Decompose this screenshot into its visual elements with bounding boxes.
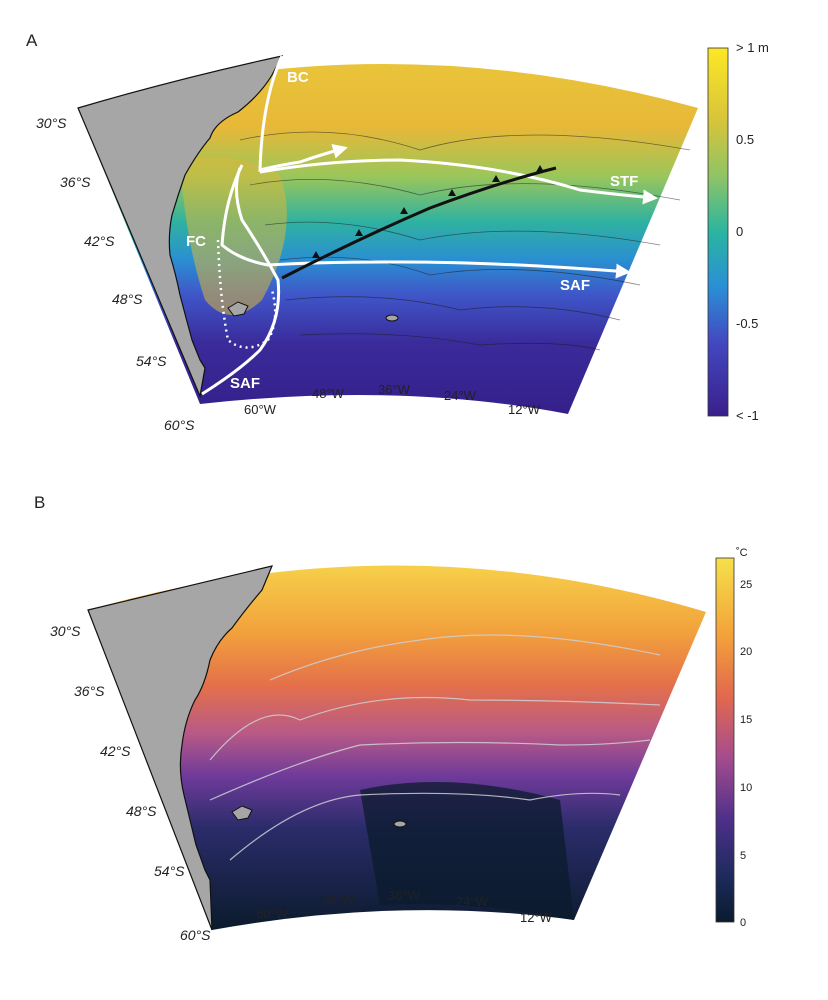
panel-a-cbar-tick-0: 0 bbox=[736, 224, 743, 239]
panel-a-lon-24: 24°W bbox=[444, 388, 477, 403]
panel-b-lat-36: 36°S bbox=[74, 683, 105, 699]
panel-a-fronts bbox=[201, 55, 658, 396]
panel-a-cbar-tick-max: > 1 m bbox=[736, 40, 769, 55]
panel-a-lat-48: 48°S bbox=[112, 291, 143, 307]
panel-b-cbar-tick-20: 20 bbox=[740, 646, 752, 658]
panel-a-colorbar bbox=[707, 47, 729, 417]
panel-b-cbar-tick-15: 15 bbox=[740, 714, 752, 726]
panel-b-cbar-tick-5: 5 bbox=[740, 850, 746, 862]
panel-a-lon-12: 12°W bbox=[508, 402, 541, 417]
panel-b-south-georgia bbox=[393, 820, 407, 828]
fc-front bbox=[220, 164, 631, 279]
panel-a-ssh-field bbox=[78, 64, 698, 414]
panel-a-lat-36: 36°S bbox=[60, 174, 91, 190]
panel-a-south-georgia bbox=[385, 314, 399, 322]
panel-b-lon-48: 48°W bbox=[322, 892, 355, 907]
panel-b-lat-54: 54°S bbox=[154, 863, 185, 879]
panel-b-isotherms bbox=[209, 634, 661, 861]
stf-front bbox=[259, 158, 658, 205]
panel-a-cbar-tick-min: < -1 bbox=[736, 408, 759, 423]
label-fc: FC bbox=[186, 233, 206, 250]
panel-a-falkland-islands bbox=[227, 301, 249, 317]
panel-b-cbar-tick-0: 0 bbox=[740, 917, 746, 929]
panel-b-colorbar bbox=[715, 557, 735, 923]
panel-b-lon-60: 60°W bbox=[256, 906, 289, 921]
panel-b-letter: B bbox=[34, 493, 45, 512]
panel-a-lon-60: 60°W bbox=[244, 402, 277, 417]
panel-b-lon-24: 24°W bbox=[456, 894, 489, 909]
label-saf-east: SAF bbox=[560, 277, 590, 294]
saf-front-west bbox=[201, 167, 281, 396]
panel-b-falkland-islands bbox=[231, 805, 253, 821]
panel-a-lat-60: 60°S bbox=[164, 417, 195, 433]
panel-b-south-america bbox=[87, 565, 274, 931]
panel-a-lat-30: 30°S bbox=[36, 115, 67, 131]
panel-a-transect bbox=[281, 165, 557, 280]
panel-a-lat-42: 42°S bbox=[84, 233, 115, 249]
panel-b: B 30°S 36°S 42°S 48°S 54°S 60°S 60°W 48°… bbox=[34, 493, 752, 943]
panel-a-contours bbox=[239, 131, 691, 351]
panel-a: A BC bbox=[26, 31, 769, 433]
panel-b-cold-patch bbox=[360, 782, 574, 920]
panel-a-cbar-tick-m05: -0.5 bbox=[736, 316, 758, 331]
panel-b-lat-60: 60°S bbox=[180, 927, 211, 943]
label-bc: BC bbox=[287, 69, 309, 86]
label-saf-west: SAF bbox=[230, 375, 260, 392]
panel-a-cbar-tick-05: 0.5 bbox=[736, 132, 754, 147]
panel-b-cbar-unit: ˚C bbox=[736, 547, 748, 559]
panel-a-south-america bbox=[77, 55, 284, 399]
panel-b-cbar-tick-25: 25 bbox=[740, 579, 752, 591]
label-stf: STF bbox=[610, 173, 638, 190]
panel-a-lat-54: 54°S bbox=[136, 353, 167, 369]
bc-front bbox=[258, 55, 348, 172]
panel-b-lat-48: 48°S bbox=[126, 803, 157, 819]
panel-b-lon-36: 36°W bbox=[388, 888, 421, 903]
panel-b-lat-42: 42°S bbox=[100, 743, 131, 759]
panel-a-lon-48: 48°W bbox=[312, 386, 345, 401]
panel-b-lat-30: 30°S bbox=[50, 623, 81, 639]
panel-a-lon-36: 36°W bbox=[378, 382, 411, 397]
panel-b-cbar-tick-10: 10 bbox=[740, 782, 752, 794]
panel-a-letter: A bbox=[26, 31, 38, 50]
panel-b-lon-12: 12°W bbox=[520, 910, 553, 925]
panel-a-warm-tongue bbox=[180, 157, 287, 315]
